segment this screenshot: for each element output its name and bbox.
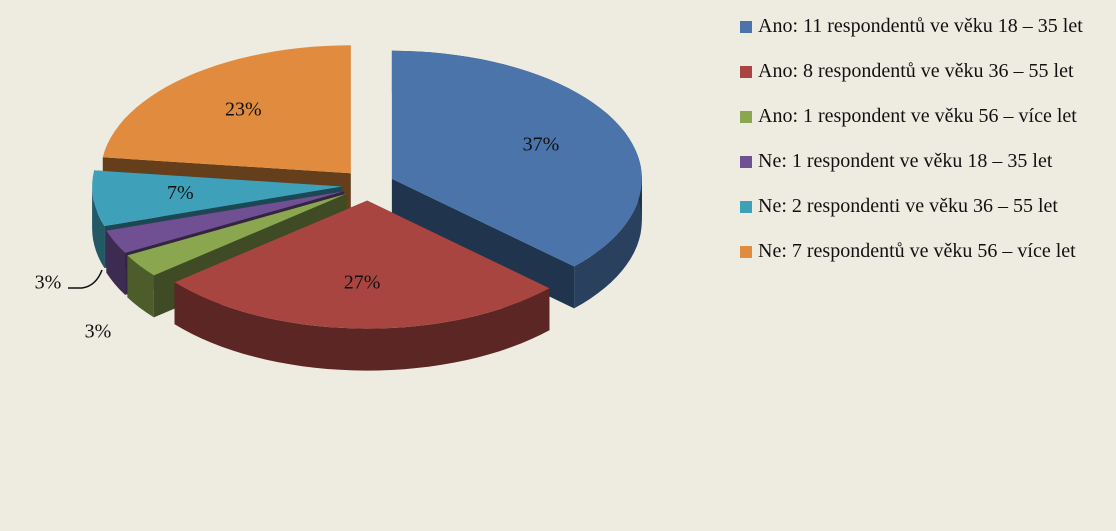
legend-swatch [740, 201, 752, 213]
legend-label: Ano: 1 respondent ve věku 56 – více let [758, 105, 1077, 127]
data-label: 7% [167, 182, 194, 204]
legend-label: Ne: 2 respondenti ve věku 36 – 55 let [758, 195, 1058, 217]
pie-area: 37% 27% 3% 3% 7% 23% [35, 45, 642, 371]
data-label: 3% [85, 321, 112, 343]
legend-swatch [740, 66, 752, 78]
slice-wall [106, 230, 126, 295]
slice-top [391, 50, 642, 267]
slice-top [92, 170, 343, 226]
slice-wall [92, 186, 105, 268]
slice-top [102, 45, 351, 174]
slice-face [391, 178, 575, 309]
legend-item: Ne: 7 respondentů ve věku 56 – více let [740, 239, 1110, 264]
data-label: 27% [344, 271, 381, 293]
data-label: 37% [523, 133, 560, 155]
slice-face [127, 193, 347, 298]
data-label: 3% [35, 272, 62, 294]
slice-wall [127, 255, 154, 318]
legend-item: Ano: 8 respondentů ve věku 36 – 55 let [740, 59, 1110, 84]
legend-item: Ne: 1 respondent ve věku 18 – 35 let [740, 149, 1110, 174]
slice-top [127, 193, 347, 276]
legend-swatch [740, 246, 752, 258]
leader-line [68, 269, 103, 289]
slice-wall [174, 282, 550, 371]
slice [391, 50, 642, 309]
legend-swatch [740, 111, 752, 123]
legend-label: Ano: 11 respondentů ve věku 18 – 35 let [758, 15, 1083, 37]
slice-top [106, 191, 345, 253]
legend-label: Ne: 1 respondent ve věku 18 – 35 let [758, 150, 1053, 172]
legend-label: Ano: 8 respondentů ve věku 36 – 55 let [758, 60, 1074, 82]
data-label: 23% [225, 98, 262, 120]
legend-label: Ne: 7 respondentů ve věku 56 – více let [758, 240, 1076, 262]
legend-swatch [740, 156, 752, 168]
slice [174, 200, 550, 371]
legend: Ano: 11 respondentů ve věku 18 – 35 let A… [740, 14, 1110, 284]
legend-swatch [740, 21, 752, 33]
legend-item: Ano: 11 respondentů ve věku 18 – 35 let [740, 14, 1110, 39]
slice-wall [574, 178, 642, 309]
legend-item: Ano: 1 respondent ve věku 56 – více let [740, 104, 1110, 129]
slice-top [174, 200, 550, 329]
legend-item: Ne: 2 respondenti ve věku 36 – 55 let [740, 194, 1110, 219]
